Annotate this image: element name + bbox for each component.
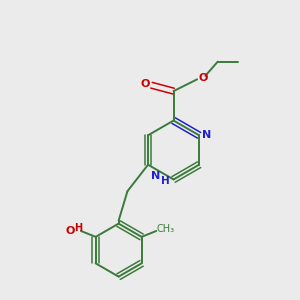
Text: H: H	[161, 176, 170, 186]
Text: O: O	[66, 226, 75, 236]
Text: N: N	[151, 172, 160, 182]
Text: CH₃: CH₃	[156, 224, 174, 235]
Text: O: O	[199, 73, 208, 83]
Text: H: H	[74, 223, 82, 233]
Text: O: O	[141, 79, 150, 89]
Text: N: N	[202, 130, 211, 140]
